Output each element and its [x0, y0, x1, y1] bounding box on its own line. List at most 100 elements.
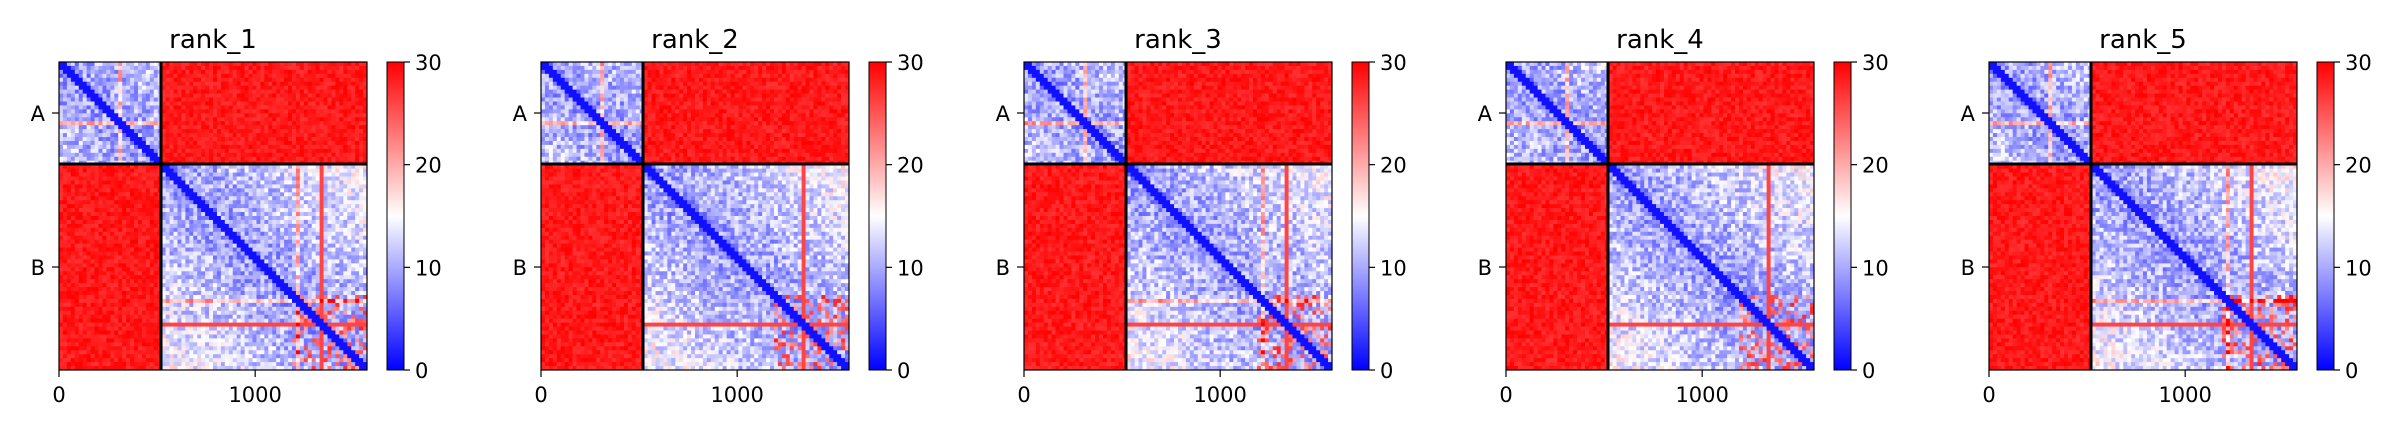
- heatmap-cell: [138, 188, 142, 192]
- heatmap-cell: [118, 208, 122, 212]
- heatmap-cell: [110, 212, 114, 216]
- heatmap-cell: [142, 145, 146, 149]
- heatmap-cell: [304, 86, 308, 90]
- heatmap-cell: [205, 153, 209, 157]
- heatmap-cell: [122, 283, 126, 287]
- heatmap-cell: [260, 255, 264, 259]
- heatmap-cell: [154, 263, 158, 267]
- heatmap-cell: [142, 121, 146, 125]
- heatmap-cell: [237, 291, 241, 295]
- heatmap-cell: [292, 66, 296, 70]
- heatmap-cell: [170, 101, 174, 105]
- heatmap-cell: [272, 90, 276, 94]
- heatmap-cell: [142, 94, 146, 98]
- heatmap-cell: [328, 173, 332, 177]
- heatmap-cell: [328, 271, 332, 275]
- heatmap-cell: [67, 70, 71, 74]
- heatmap-cell: [233, 153, 237, 157]
- heatmap-cell: [174, 267, 178, 271]
- heatmap-cell: [102, 232, 106, 236]
- heatmap-cell: [296, 74, 300, 78]
- heatmap-cell: [284, 113, 288, 117]
- heatmap-cell: [237, 271, 241, 275]
- heatmap-cell: [122, 240, 126, 244]
- heatmap-cell: [359, 109, 363, 113]
- heatmap-cell: [217, 252, 221, 256]
- heatmap-cell: [241, 208, 245, 212]
- heatmap-cell: [296, 141, 300, 145]
- heatmap-cell: [213, 129, 217, 133]
- heatmap-cell: [110, 117, 114, 121]
- heatmap-cell: [249, 208, 253, 212]
- heatmap-cell: [276, 98, 280, 102]
- heatmap-cell: [170, 86, 174, 90]
- heatmap-cell: [63, 109, 67, 113]
- heatmap-cell: [351, 153, 355, 157]
- heatmap-cell: [264, 252, 268, 256]
- heatmap-cell: [284, 153, 288, 157]
- heatmap-cell: [260, 232, 264, 236]
- heatmap-cell: [343, 224, 347, 228]
- heatmap-cell: [316, 188, 320, 192]
- heatmap-cell: [308, 105, 312, 109]
- heatmap-cell: [87, 188, 91, 192]
- heatmap-cell: [359, 263, 363, 267]
- heatmap-cell: [284, 98, 288, 102]
- heatmap-cell: [328, 224, 332, 228]
- heatmap-cell: [201, 275, 205, 279]
- heatmap-cell: [339, 279, 343, 283]
- heatmap-cell: [249, 129, 253, 133]
- heatmap-cell: [91, 255, 95, 259]
- heatmap-cell: [142, 283, 146, 287]
- heatmap-cell: [154, 192, 158, 196]
- heatmap-cell: [67, 153, 71, 157]
- heatmap-cell: [304, 173, 308, 177]
- heatmap-cell: [276, 94, 280, 98]
- heatmap-cell: [359, 90, 363, 94]
- heatmap-cell: [126, 240, 130, 244]
- heatmap-cell: [67, 113, 71, 117]
- heatmap-cell: [102, 86, 106, 90]
- heatmap-cell: [201, 169, 205, 173]
- heatmap-cell: [193, 240, 197, 244]
- heatmap-cell: [59, 129, 63, 133]
- heatmap-cell: [150, 271, 154, 275]
- heatmap-cell: [229, 271, 233, 275]
- heatmap-cell: [351, 196, 355, 200]
- heatmap-cell: [276, 267, 280, 271]
- heatmap-cell: [102, 228, 106, 232]
- heatmap-cell: [130, 141, 134, 145]
- heatmap-cell: [284, 204, 288, 208]
- heatmap-cell: [252, 90, 256, 94]
- heatmap-cell: [91, 267, 95, 271]
- heatmap-cell: [154, 173, 158, 177]
- heatmap-cell: [130, 94, 134, 98]
- heatmap-cell: [296, 283, 300, 287]
- heatmap-cell: [209, 248, 213, 252]
- heatmap-cell: [67, 157, 71, 161]
- heatmap-cell: [201, 279, 205, 283]
- heatmap-cell: [280, 94, 284, 98]
- heatmap-cell: [205, 188, 209, 192]
- heatmap-cell: [276, 240, 280, 244]
- heatmap-cell: [106, 283, 110, 287]
- heatmap-cell: [276, 216, 280, 220]
- heatmap-cell: [154, 236, 158, 240]
- heatmap-cell: [221, 70, 225, 74]
- heatmap-cell: [296, 101, 300, 105]
- heatmap-cell: [201, 224, 205, 228]
- heatmap-cell: [59, 180, 63, 184]
- heatmap-cell: [300, 117, 304, 121]
- heatmap-cell: [245, 216, 249, 220]
- heatmap-cell: [288, 105, 292, 109]
- heatmap-cell: [288, 129, 292, 133]
- heatmap-cell: [110, 137, 114, 141]
- heatmap-cell: [359, 125, 363, 129]
- heatmap-cell: [134, 70, 138, 74]
- heatmap-cell: [67, 267, 71, 271]
- heatmap-cell: [150, 204, 154, 208]
- heatmap-cell: [304, 177, 308, 181]
- heatmap-cell: [229, 169, 233, 173]
- heatmap-cell: [245, 141, 249, 145]
- heatmap-cell: [122, 267, 126, 271]
